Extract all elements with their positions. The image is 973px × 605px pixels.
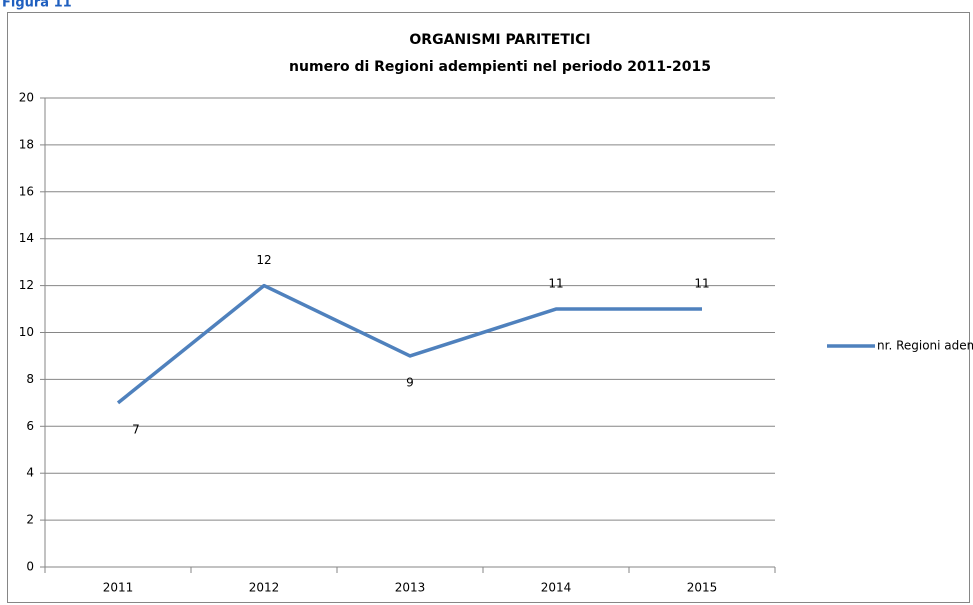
data-label: 7 (132, 422, 140, 436)
y-tick-label: 8 (26, 372, 34, 386)
legend-label: nr. Regioni adempienti (877, 339, 973, 353)
chart-title: ORGANISMI PARITETICI (409, 32, 590, 48)
data-label: 9 (406, 375, 414, 389)
chart-border (7, 12, 970, 603)
x-tick-label: 2011 (103, 581, 134, 595)
data-line (116, 283, 702, 405)
x-tick-label: 2012 (249, 581, 280, 595)
x-tick-label: 2013 (395, 581, 426, 595)
y-tick-label: 4 (26, 466, 34, 480)
data-label: 11 (694, 277, 709, 291)
y-tick-label: 20 (19, 91, 34, 105)
y-tick-label: 14 (19, 231, 34, 245)
data-label: 11 (548, 277, 563, 291)
y-tick-label: 18 (19, 137, 34, 151)
y-tick-label: 10 (19, 325, 34, 339)
y-tick-label: 0 (26, 560, 34, 574)
y-tick-label: 12 (19, 278, 34, 292)
x-tick-label: 2015 (687, 581, 718, 595)
data-label: 12 (256, 253, 271, 267)
y-tick-label: 2 (26, 513, 34, 527)
y-tick-label: 6 (26, 419, 34, 433)
chart-subtitle: numero di Regioni adempienti nel periodo… (289, 59, 711, 75)
figure-caption: Figura 11 (2, 0, 72, 11)
y-tick-label: 16 (19, 184, 34, 198)
x-tick-label: 2014 (541, 581, 572, 595)
